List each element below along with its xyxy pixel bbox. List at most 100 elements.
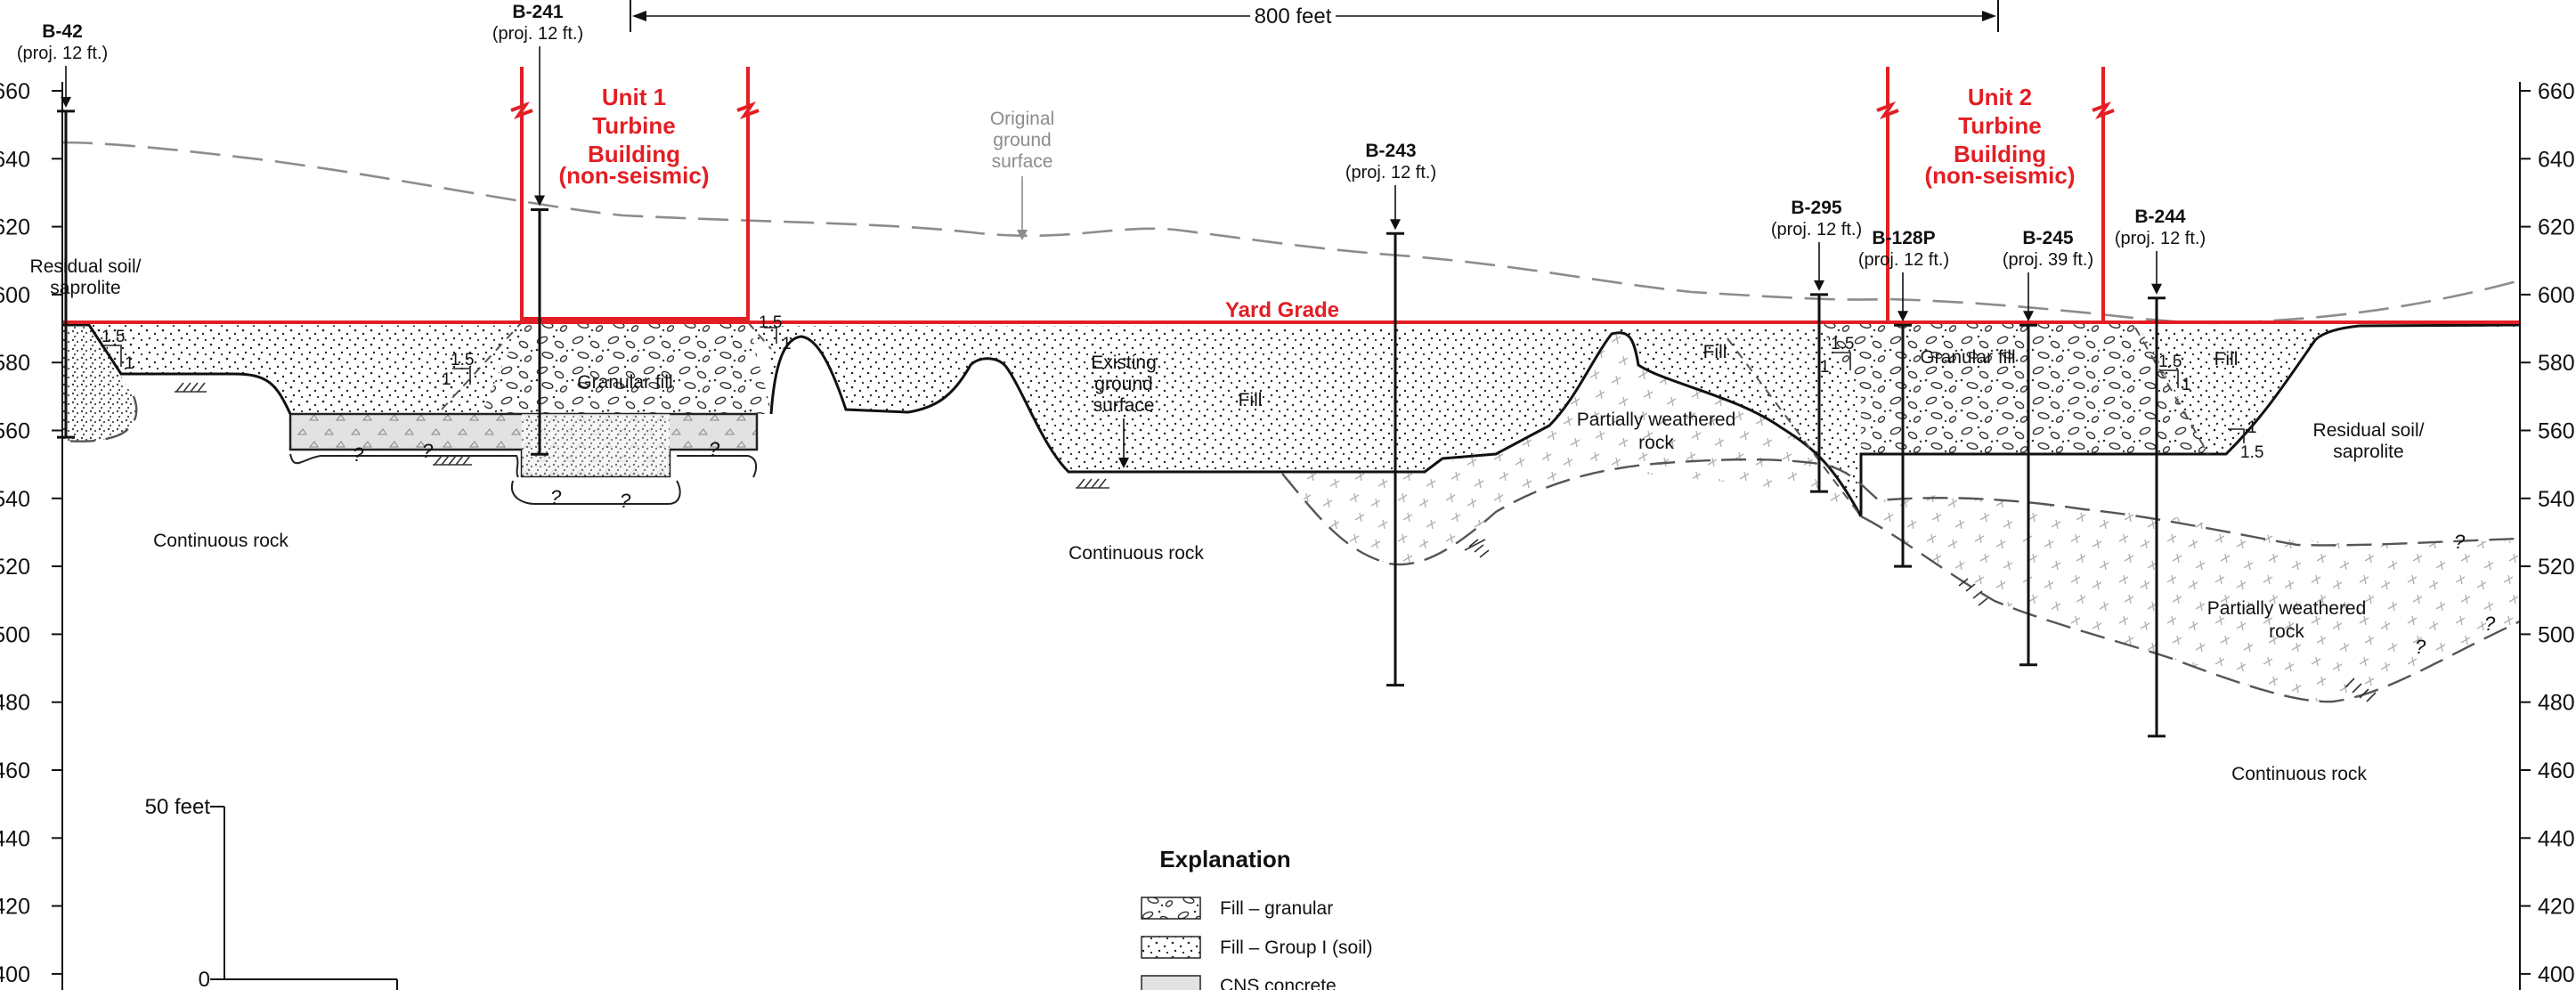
axis-left-tick-label: 460 [0,759,30,783]
pwr-center-2: rock [1638,433,1674,453]
slope-line-unit1-left [441,321,523,410]
boring-arrow-b-244 [2151,283,2162,295]
original-ground-3: surface [992,151,1053,172]
pwr-zone-right [1861,495,2520,702]
axis-right-tick-label: 640 [2538,147,2575,172]
slope-v-5: 1 [2182,376,2191,394]
unknown-mark-8: ? [2415,636,2426,658]
bedrock-hatch-3 [1076,478,1109,489]
concrete-bottom-unknown-right [677,455,758,478]
rock-contact-left [61,395,138,442]
slope-line-unit2-right [2134,327,2209,455]
boring-arrow-b-128p [1897,311,1908,322]
soil-fill-zone-right [2137,325,2520,454]
boring-id-b-243: B-243 [1365,141,1416,161]
unknown-mark-3: ? [550,486,562,508]
yard-grade-label: Yard Grade [1225,298,1339,322]
boring-arrow-b-241 [534,195,545,207]
axis-right-tick-label: 400 [2538,962,2575,987]
granular-fill-unit1-top [481,319,771,414]
borings-layer: B-42 (proj. 12 ft.) B-241 (proj. 12 ft.) B-2… [17,2,2206,738]
boring-arrow-b-295 [1814,280,1824,291]
slope-triangle-3 [764,327,777,344]
concrete-bottom-unknown-mid [510,480,681,505]
bedrock-hatch-5 [1958,578,1988,606]
pwr-right-2: rock [2269,621,2304,642]
boring-id-b-295: B-295 [1791,198,1842,218]
boring-proj-b-295: (proj. 12 ft.) [1771,220,1862,239]
axis-right-tick-label: 480 [2538,691,2575,716]
granular-fill-unit2 [1816,321,2208,454]
boring-id-b-241: B-241 [512,2,564,22]
soil-fill-zone [89,325,1861,516]
slope-h-3: 1.5 [759,313,782,332]
legend-swatch-granular [1141,897,1201,920]
unit1-building-outline [510,67,760,321]
unknown-mark-5: ? [709,438,720,460]
existing-ground-line [62,323,292,415]
unit2-title-1: Unit 2 [1968,84,2032,110]
unit2-title-3: Building [1954,141,2046,167]
boring-proj-b-244: (proj. 12 ft.) [2115,229,2206,248]
axis-left-tick-label: 480 [0,691,30,716]
axis-left-tick-label: 560 [0,419,30,444]
axis-right-tick-label: 520 [2538,555,2575,580]
axis-right-tick-label: 460 [2538,759,2575,783]
legend-label-concrete: CNS concrete [1220,976,1337,990]
continuous-rock-right: Continuous rock [2231,764,2367,784]
unknown-mark-4: ? [620,490,631,512]
slope-triangle-6 [2228,428,2245,443]
existing-ground-line-2 [769,331,1863,517]
existing-ground-3: surface [1093,395,1155,416]
granular-fill-label-1: Granular fill [577,372,672,393]
unknown-mark-6: ? [2454,531,2466,553]
axis-right-tick-label: 580 [2538,351,2575,376]
elevation-axis-left: 660 640 620 600 580 560 540 520 500 480 460 440 420 4… [0,79,63,990]
axis-left-tick-label: 640 [0,147,30,172]
slope-triangle-4 [1832,352,1851,370]
slope-triangle-2 [452,368,471,385]
scale-bar: 50 feet 0 [145,795,398,990]
axis-left-tick-label: 400 [0,962,30,987]
axis-left-tick-label: 540 [0,487,30,512]
elevation-axis-right: 660 640 620 600 580 560 540 520 500 480 460 440 420 4… [2519,79,2575,990]
slope-line-unit2-left [1727,337,1862,517]
unknown-mark-2: ? [422,440,434,462]
boring-arrow-b-243 [1390,219,1401,231]
pwr-right-1: Partially weathered [2207,598,2367,619]
legend-label-soil: Fill – Group I (soil) [1220,937,1373,958]
axis-right-tick-label: 540 [2538,487,2575,512]
axis-left-tick-label: 420 [0,895,30,920]
axis-right-tick-label: 660 [2538,79,2575,104]
axis-right-tick-label: 440 [2538,826,2575,851]
axis-right-tick-label: 420 [2538,895,2575,920]
legend-swatch-soil [1141,936,1201,959]
bedrock-hatch-4 [1464,539,1490,558]
unit2-building-outline [1876,67,2115,322]
original-ground-line [61,141,2521,325]
slope-h-6: 1.5 [2240,443,2263,462]
residual-left-1: Residual soil/ [30,256,142,277]
granular-fill-label-2: Granular fill [1920,347,2015,368]
slope-triangle-5 [2160,369,2179,388]
existing-ground-line-3 [1859,323,2521,516]
concrete-bottom-unknown-left [289,453,519,478]
slope-v-2: 1 [442,370,451,389]
rock-contact-center [1281,458,2521,566]
boring-id-b-42: B-42 [42,21,83,42]
unit2-title-2: Turbine [1958,112,2041,139]
slope-h-2: 1.5 [451,351,474,369]
legend-title: Explanation [1159,846,1290,872]
residual-zone-left [62,325,137,442]
bedrock-hatch-1 [175,382,207,393]
original-ground-1: Original [990,109,1054,129]
pwr-zone-center-top [1425,332,1861,516]
boring-arrow-b-245 [2023,311,2034,322]
axis-left-tick-label: 580 [0,351,30,376]
unit1-title-1: Unit 1 [602,84,666,110]
bedrock-hatch-6 [2344,678,2377,702]
slope-triangle-1 [103,345,122,367]
unit2-title-4: (non-seismic) [1924,162,2075,189]
concrete-inner [522,414,670,476]
boring-id-b-244: B-244 [2134,207,2186,227]
